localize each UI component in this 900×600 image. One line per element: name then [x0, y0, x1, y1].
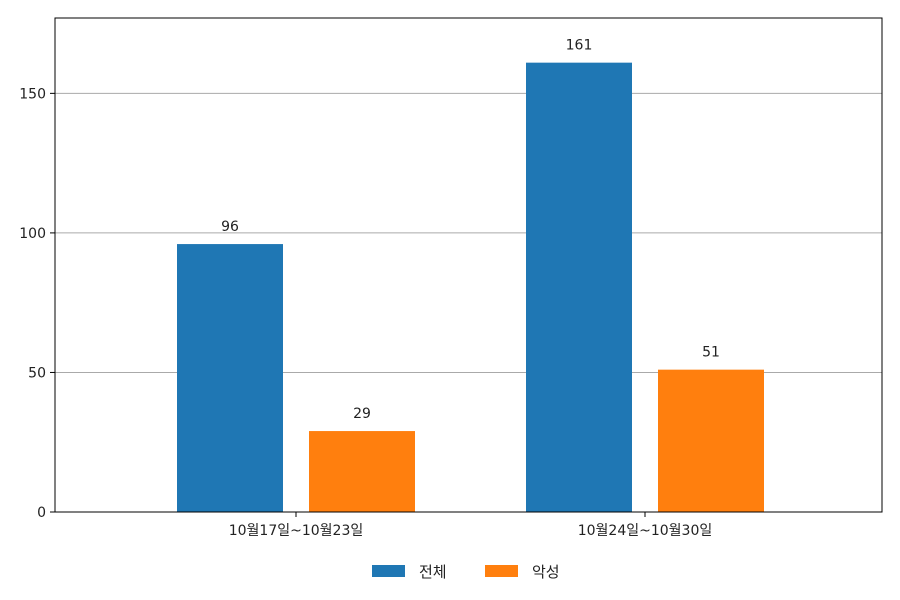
y-tick-label: 50 — [28, 365, 46, 381]
y-tick-label: 0 — [37, 505, 46, 521]
bar-total — [526, 62, 632, 513]
bar-malicious — [658, 369, 764, 512]
data-labels: 96 29 161 51 — [221, 38, 720, 422]
legend-swatch — [372, 565, 405, 577]
legend: 전체 악성 — [372, 563, 560, 581]
data-label: 29 — [353, 406, 371, 422]
bar-malicious — [309, 431, 415, 512]
legend-label: 악성 — [532, 563, 560, 581]
x-tick-label: 10월24일~10월30일 — [578, 523, 713, 539]
legend-swatch — [485, 565, 518, 577]
y-tick-label: 100 — [19, 226, 46, 242]
data-label: 51 — [702, 345, 720, 361]
x-tick-label: 10월17일~10월23일 — [229, 523, 364, 539]
legend-label: 전체 — [419, 563, 447, 581]
bars — [177, 62, 764, 513]
y-tick-label: 150 — [19, 86, 46, 102]
x-axis: 10월17일~10월23일 10월24일~10월30일 — [229, 512, 713, 539]
plot-frame — [54, 17, 883, 513]
bar-total — [177, 244, 283, 512]
data-label: 161 — [566, 38, 593, 54]
data-label: 96 — [221, 219, 239, 235]
y-axis: 0 50 100 150 — [19, 86, 55, 521]
